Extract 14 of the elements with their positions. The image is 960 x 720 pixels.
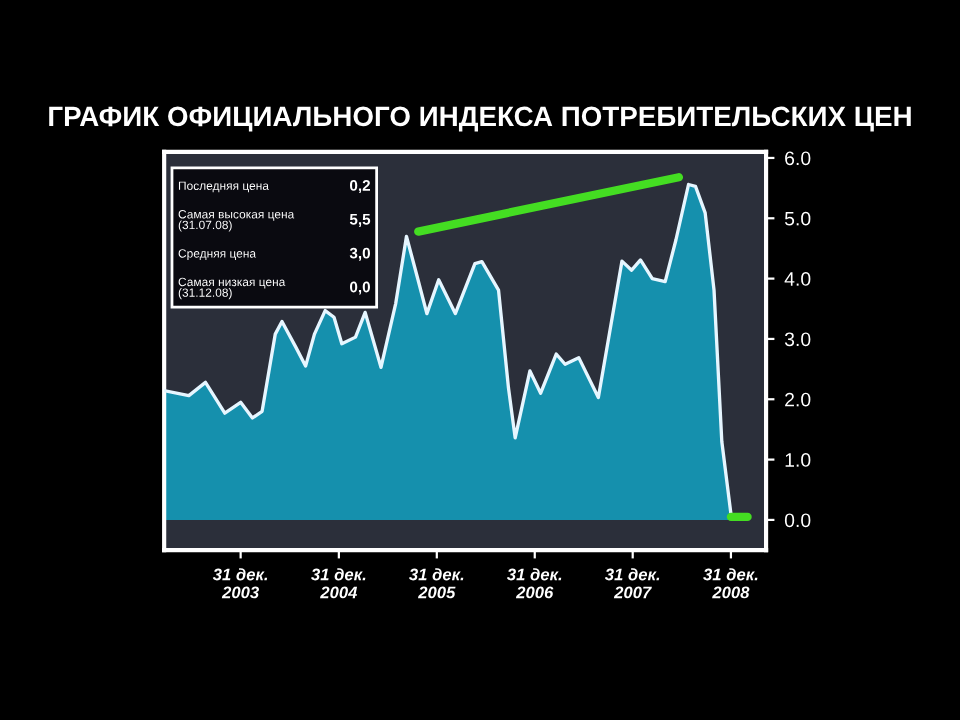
x-tick-label: 31 дек. 2005 [409, 568, 464, 599]
x-tick-label: 31 дек. 2006 [506, 568, 562, 599]
x-tick-label: 31 дек. 2003 [212, 568, 268, 599]
x-tick-label: 31 дек. 2007 [604, 568, 660, 599]
y-tick-label: 4.0 [784, 272, 811, 286]
chart-title: ГРАФИК ОФИЦИАЛЬНОГО ИНДЕКСА ПОТРЕБИТЕЛЬСКИХ ЦЕН [49, 106, 911, 132]
y-tick-label: 2.0 [785, 392, 811, 407]
y-tick-label: 1.0 [785, 453, 811, 467]
x-tick-label: 31 дек. 2008 [703, 568, 758, 599]
y-tick-label: 3.0 [784, 332, 811, 347]
y-tick-label: 0.0 [784, 513, 811, 528]
x-tick-label: 31 дек. 2004 [311, 568, 366, 599]
y-tick-label: 6.0 [785, 151, 811, 166]
y-tick-label: 5.0 [784, 211, 811, 226]
